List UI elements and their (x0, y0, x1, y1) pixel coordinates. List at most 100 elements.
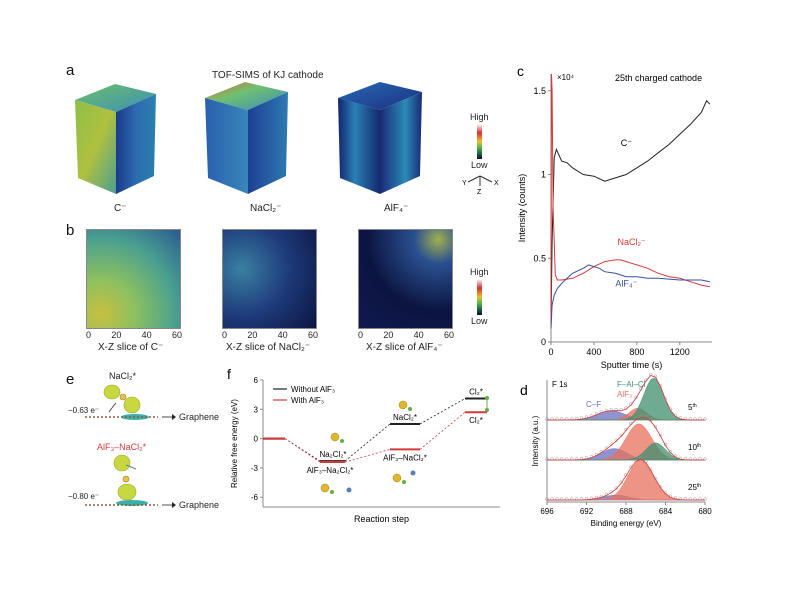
panel-a-title: TOF-SIMS of KJ cathode (212, 70, 324, 81)
na2cl2-molecule-icon (330, 432, 340, 442)
y-tick-label: 3 (254, 405, 259, 414)
series-line-0 (550, 99, 711, 326)
y-axis-title: Intensity (a.u.) (531, 415, 540, 466)
series-label-c: C⁻ (621, 138, 632, 148)
energy-connector-0-1 (344, 423, 391, 462)
x-tick: 0 (358, 330, 364, 340)
slice-alf4-xticks: 0 20 40 60 (358, 330, 454, 340)
x-tick-label: 696 (540, 507, 554, 516)
e-bottom-charge: −0.80 e⁻ (68, 492, 99, 501)
cl-atom-icon (485, 396, 489, 400)
x-tick: 40 (413, 330, 424, 340)
fit-envelope-25th (547, 458, 705, 501)
data-point (693, 497, 697, 501)
nacl2-molecule-icon (398, 400, 408, 410)
alf3-nacl2-molecule-icon (113, 454, 148, 506)
alf3-nacl2-molecule-icon (392, 473, 402, 483)
panel-e-label: e (66, 371, 75, 388)
e-bottom-substrate: Graphene (179, 500, 219, 510)
ordinal-suffix: th (692, 403, 696, 409)
x-tick: 40 (277, 330, 288, 340)
chart-f-free-energy: f -6 -3 0 3 6 Reaction step Relative free energ… (227, 366, 500, 524)
ordinal-suffix: th (697, 483, 701, 489)
colorbar-b (477, 279, 482, 315)
al-atom-icon (410, 470, 416, 476)
e-top-charge: −0.63 e⁻ (68, 406, 99, 415)
x-tick-label: 684 (659, 507, 673, 516)
chart-c-sputter: c 0 0.5 1 1.5 0 400 800 1200 Sputter time (s) Inte… (517, 63, 712, 370)
component-label-f-al-cl: F–Al–Cl (617, 380, 646, 389)
slice-heatmap-c (86, 229, 181, 329)
colorbar-a-low: Low (471, 160, 488, 170)
x-tick: 0 (222, 330, 228, 340)
e-top-substrate: Graphene (179, 412, 219, 422)
panel-e-schematic: NaCl₂* −0.63 e⁻ Graphene AlF₃–NaCl₂* −0.… (68, 371, 219, 510)
data-point (565, 497, 569, 501)
fit-envelope-10th (547, 417, 705, 461)
data-point (550, 497, 554, 501)
axis-z-label: Z (477, 189, 482, 196)
y-tick-label: 0.5 (533, 253, 546, 263)
alf3-na2cl2-molecule-icon (320, 483, 330, 493)
y-tick-label: 0 (541, 337, 546, 347)
x-tick: 60 (443, 330, 454, 340)
x-tick: 40 (141, 330, 152, 340)
tof-sims-cubes (75, 82, 422, 194)
legend-label-0: Without AlF₃ (291, 385, 335, 394)
spectrum-label: 25th (688, 483, 701, 492)
arrow-head-icon (172, 414, 176, 420)
spectrum-label: 5th (688, 403, 697, 412)
data-point (703, 497, 707, 501)
x-tick: 20 (247, 330, 258, 340)
component-label-alf3: AlF₃ (617, 390, 632, 399)
axes-orientation-icon: Y X Z (462, 175, 499, 196)
cube-label-c: C⁻ (114, 203, 127, 214)
panel-f-label: f (227, 366, 231, 382)
nacl2-molecule-icon-cl (408, 407, 412, 411)
x-tick: 20 (383, 330, 394, 340)
ordinal-suffix: th (697, 443, 701, 449)
y-tick-label: 6 (254, 376, 259, 385)
series-label-nacl2: NaCl₂⁻ (618, 237, 646, 247)
x-tick-label: 680 (698, 507, 712, 516)
panel-a-label: a (66, 62, 75, 79)
slice-label-alf4: X-Z slice of AlF₄⁻ (366, 342, 443, 353)
cube-nacl2 (205, 82, 288, 194)
y-multiplier: ×10⁴ (557, 73, 575, 82)
peak-25th-1 (547, 459, 705, 501)
x-tick: 60 (171, 330, 182, 340)
x-tick-label: 688 (619, 507, 633, 516)
colorbar-a (477, 124, 482, 159)
x-tick-label: 1200 (670, 347, 690, 357)
nacl2-molecule-icon (103, 384, 149, 420)
x-tick-label: 800 (629, 347, 644, 357)
slice-heatmap-alf4 (358, 229, 453, 329)
y-axis-title: Relative free energy (eV) (230, 399, 239, 488)
level-label: AlF₃–Na₂Cl₂* (307, 466, 354, 475)
slice-nacl2-xticks: 0 20 40 60 (222, 330, 318, 340)
peak-5th-1 (547, 408, 705, 421)
peak-10th-1 (547, 423, 705, 461)
x-tick: 0 (86, 330, 92, 340)
level-label: Cl₂* (469, 388, 483, 397)
panel-c-label: c (517, 63, 524, 79)
x-tick-label: 400 (586, 347, 601, 357)
x-axis-title: Sputter time (s) (601, 360, 663, 370)
legend-label-1: With AlF₃ (291, 396, 324, 405)
level-label: AlF₃–NaCl₂* (383, 453, 427, 462)
x-tick-label: 692 (580, 507, 594, 516)
slice-label-c: X-Z slice of C⁻ (98, 342, 164, 353)
y-tick-label: -3 (251, 464, 259, 473)
energy-connector-0-2 (419, 398, 466, 425)
data-point (555, 497, 559, 501)
slice-heatmap-nacl2 (222, 229, 317, 329)
y-axis-title: Intensity (counts) (517, 174, 527, 243)
chart-title: F 1s (552, 380, 568, 389)
data-point (560, 497, 564, 501)
axis-x-label: X (494, 180, 499, 187)
energy-connector-1-0 (284, 438, 321, 463)
component-label-cf: C–F (586, 400, 601, 409)
data-point (688, 497, 692, 501)
series-label-alf4: AlF₄⁻ (615, 279, 637, 289)
colorbar-a-high: High (470, 112, 489, 122)
